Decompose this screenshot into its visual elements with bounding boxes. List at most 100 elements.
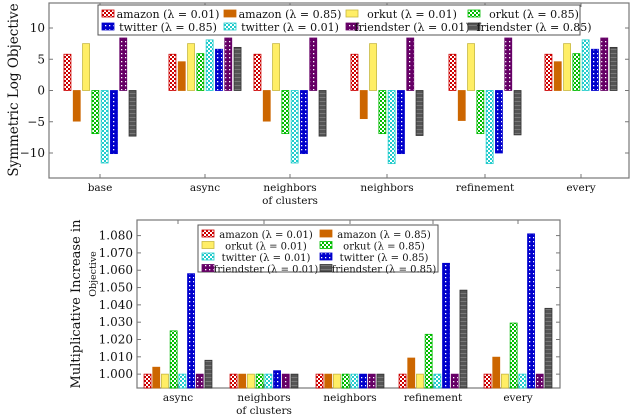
bar-friendster-001-async	[195, 373, 204, 389]
bar-orkut-001-every	[563, 43, 571, 91]
x-tick-label: base	[88, 182, 113, 194]
legend-label-orkut-085: orkut (λ = 0.85)	[489, 8, 579, 21]
axes: 1.000 1.010 1.020 1.030 1.040 1.050 1.060 1.070…	[69, 219, 561, 417]
bar-amazon-001-async	[168, 53, 177, 91]
bar-amazon-085-every	[492, 356, 501, 389]
y-tick-label: 5	[37, 52, 45, 66]
legend-swatch-twitter-085	[101, 22, 115, 31]
bar-friendster-001-async	[224, 37, 233, 91]
bar-friendster-085-every	[609, 46, 618, 91]
bar-orkut-001-every	[501, 373, 509, 389]
legend-swatch-orkut-001	[345, 9, 359, 18]
bar-amazon-001-refinement	[398, 373, 407, 389]
bar-twitter-085-neighbors-of-clusters	[300, 90, 308, 155]
y-axis-label: Symmetric Log Objective	[6, 3, 22, 176]
y-tick-label: 1.010	[99, 350, 133, 364]
bar-twitter-001-neighbors-of-clusters	[290, 90, 299, 164]
bar-friendster-001-refinement	[504, 37, 513, 91]
bar-orkut-001-refinement	[416, 373, 424, 389]
bar-friendster-085-neighbors	[415, 90, 424, 136]
legend-label-amazon-001: amazon (λ = 0.01)	[117, 8, 220, 21]
bar-friendster-001-every	[600, 37, 609, 91]
legend-label-orkut-001: orkut (λ = 0.01)	[367, 8, 457, 21]
bar-friendster-085-every	[544, 307, 553, 389]
bar-twitter-085-refinement	[495, 90, 503, 154]
legend-swatch-amazon-001	[201, 229, 215, 238]
bar-orkut-085-refinement	[476, 90, 485, 135]
y-axis-label: Multiplicative Increase in	[69, 219, 84, 389]
bar-amazon-001-every	[544, 53, 553, 91]
bar-orkut-085-refinement	[424, 333, 433, 389]
legend-label-twitter-001: twitter (λ = 0.01)	[241, 21, 339, 34]
y-tick-label: 1.050	[99, 281, 133, 295]
bar-twitter-001-neighbors-of-clusters	[264, 373, 273, 389]
bar-friendster-085-refinement	[513, 90, 522, 136]
bar-orkut-085-every	[572, 53, 581, 91]
legend-swatch-orkut-085	[319, 241, 333, 249]
bar-amazon-085-async	[177, 61, 186, 91]
legend-label-amazon-085: amazon (λ = 0.85)	[239, 8, 342, 21]
bar-friendster-085-async	[233, 46, 242, 91]
legend-swatch-orkut-001	[201, 241, 215, 249]
bar-orkut-085-async	[196, 53, 205, 91]
legend: amazon (λ = 0.01)amazon (λ = 0.85)orkut …	[197, 224, 439, 276]
y-tick-label: 1.040	[99, 298, 133, 312]
bar-twitter-085-async	[187, 273, 195, 389]
bar-twitter-085-neighbors	[397, 90, 405, 155]
bar-amazon-085-async	[152, 366, 161, 389]
bars	[63, 37, 618, 165]
bar-orkut-085-neighbors	[378, 90, 387, 135]
bar-twitter-001-every	[518, 373, 527, 389]
bar-twitter-001-async	[205, 39, 214, 91]
bar-orkut-001-refinement	[467, 43, 475, 91]
bar-friendster-085-base	[128, 90, 137, 137]
bar-orkut-085-every	[509, 322, 518, 389]
bar-twitter-001-refinement	[485, 90, 494, 165]
legend-swatch-friendster-001	[201, 264, 215, 272]
bar-friendster-085-neighbors-of-clusters	[318, 90, 327, 137]
y-tick-label: 1.030	[99, 315, 133, 329]
bar-twitter-085-every	[527, 233, 535, 389]
bar-friendster-085-neighbors	[376, 373, 385, 389]
y-tick-label: 1.000	[99, 367, 133, 381]
bar-orkut-085-neighbors-of-clusters	[255, 373, 264, 389]
bar-twitter-085-async	[215, 48, 223, 91]
bar-amazon-085-base	[72, 90, 81, 122]
legend-swatch-twitter-085	[319, 252, 333, 261]
legend-swatch-friendster-001	[345, 22, 359, 31]
legend-swatch-twitter-001	[201, 252, 215, 261]
bar-friendster-001-neighbors-of-clusters	[309, 37, 318, 91]
bar-orkut-001-async	[187, 43, 195, 91]
legend-label-friendster-085: friendster (λ = 0.85)	[332, 265, 437, 276]
legend-label-orkut-001: orkut (λ = 0.01)	[225, 242, 307, 253]
legend-label-friendster-085: friendster (λ = 0.85)	[476, 21, 591, 34]
bar-orkut-001-neighbors-of-clusters	[247, 373, 255, 389]
bar-friendster-001-neighbors	[406, 37, 415, 91]
bar-twitter-001-async	[178, 373, 187, 389]
bar-amazon-085-every	[553, 61, 562, 91]
bar-amazon-001-refinement	[448, 53, 457, 91]
y-tick-label: 1.020	[99, 333, 133, 347]
bar-amazon-085-neighbors-of-clusters	[238, 373, 247, 389]
x-tick-label: every	[503, 392, 532, 404]
legend-swatch-friendster-085	[467, 22, 481, 31]
x-tick-label: neighbors	[323, 392, 376, 404]
bar-orkut-085-neighbors	[341, 373, 350, 389]
bar-amazon-001-neighbors-of-clusters	[229, 373, 238, 389]
bars	[143, 233, 553, 389]
bar-orkut-085-neighbors-of-clusters	[281, 90, 290, 135]
x-tick-label: async	[163, 392, 193, 404]
legend-label-twitter-001: twitter (λ = 0.01)	[222, 253, 311, 264]
bar-amazon-085-refinement	[457, 90, 466, 121]
bar-twitter-085-neighbors	[359, 373, 367, 389]
bar-orkut-001-base	[82, 43, 90, 91]
bar-twitter-001-neighbors	[350, 373, 359, 389]
x-tick-label: every	[566, 182, 595, 194]
y-tick-label: −10	[20, 146, 45, 160]
x-tick-label: async	[190, 182, 220, 194]
x-tick-label: refinement	[456, 182, 515, 194]
bar-orkut-001-async	[161, 373, 169, 389]
y-tick-label: −5	[27, 115, 45, 129]
y-tick-label: 1.080	[99, 229, 133, 243]
